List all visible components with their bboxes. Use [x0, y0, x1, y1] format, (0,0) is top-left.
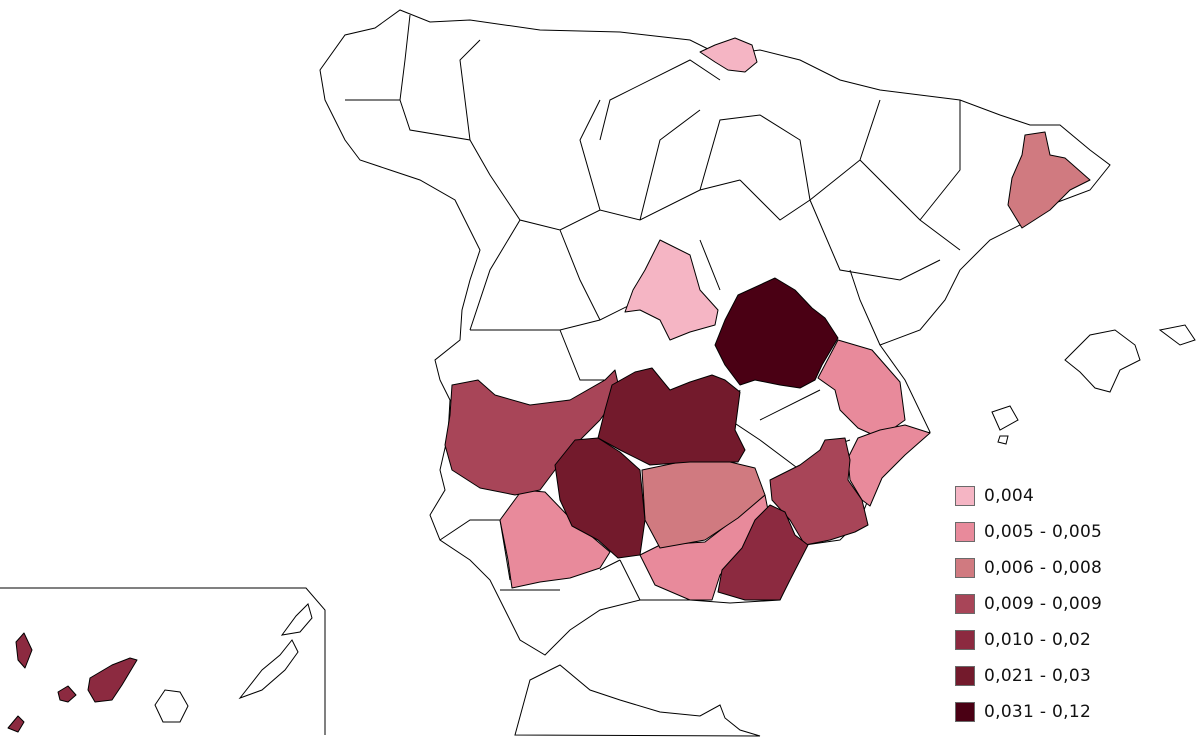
menorca-outline	[1158, 324, 1196, 346]
province-murcia	[769, 437, 869, 546]
legend-swatch	[955, 666, 975, 686]
legend-item: 0,009 - 0,009	[955, 586, 1102, 622]
ceuta-outline	[514, 664, 761, 737]
province-boundaries	[345, 14, 961, 601]
legend-swatch	[955, 594, 975, 614]
legend: 0,004 0,005 - 0,005 0,006 - 0,008 0,009 …	[955, 478, 1102, 730]
province-barcelona	[1007, 131, 1091, 229]
legend-item: 0,006 - 0,008	[955, 550, 1102, 586]
mallorca-outline	[1064, 329, 1141, 393]
province-cuenca	[714, 277, 839, 389]
province-ciudad-real	[597, 367, 746, 466]
province-sevilla	[499, 489, 611, 589]
lanzarote-outline	[280, 603, 313, 636]
fuerteventura-outline	[238, 639, 299, 700]
province-la-gomera	[57, 685, 77, 703]
gran-canaria-outline	[154, 689, 189, 723]
province-valencia	[817, 339, 906, 439]
legend-label: 0,004	[984, 486, 1035, 506]
canary-inset-frame	[0, 587, 326, 735]
legend-label: 0,021 - 0,03	[984, 666, 1092, 686]
legend-item: 0,004	[955, 478, 1102, 514]
legend-swatch	[955, 630, 975, 650]
province-gipuzkoa	[699, 37, 758, 73]
province-madrid	[624, 239, 719, 341]
legend-item: 0,031 - 0,12	[955, 694, 1102, 730]
shaded-provinces	[7, 37, 1091, 733]
ibiza-outline	[991, 405, 1019, 431]
legend-label: 0,009 - 0,009	[984, 594, 1103, 614]
legend-label: 0,031 - 0,12	[984, 702, 1092, 722]
legend-label: 0,005 - 0,005	[984, 522, 1103, 542]
province-almeria	[717, 504, 809, 601]
province-badajoz	[444, 369, 621, 496]
legend-label: 0,010 - 0,02	[984, 630, 1092, 650]
legend-swatch	[955, 702, 975, 722]
province-tenerife	[87, 657, 138, 703]
legend-swatch	[955, 486, 975, 506]
legend-swatch	[955, 558, 975, 578]
legend-swatch	[955, 522, 975, 542]
formentera-outline	[997, 435, 1009, 445]
province-alicante	[847, 424, 931, 507]
legend-item: 0,021 - 0,03	[955, 658, 1102, 694]
legend-label: 0,006 - 0,008	[984, 558, 1103, 578]
province-cordoba	[554, 437, 646, 559]
province-la-palma	[15, 632, 33, 669]
legend-item: 0,010 - 0,02	[955, 622, 1102, 658]
legend-item: 0,005 - 0,005	[955, 514, 1102, 550]
province-el-hierro	[7, 715, 25, 733]
